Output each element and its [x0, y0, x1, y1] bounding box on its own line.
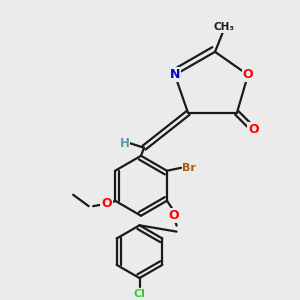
Text: CH₃: CH₃ — [214, 22, 235, 32]
Text: O: O — [168, 208, 179, 222]
Text: Cl: Cl — [134, 289, 146, 298]
Text: N: N — [170, 68, 180, 81]
Text: Br: Br — [182, 163, 197, 173]
Text: O: O — [101, 197, 112, 210]
Text: O: O — [243, 68, 253, 81]
Text: H: H — [120, 137, 130, 150]
Text: O: O — [248, 123, 259, 136]
